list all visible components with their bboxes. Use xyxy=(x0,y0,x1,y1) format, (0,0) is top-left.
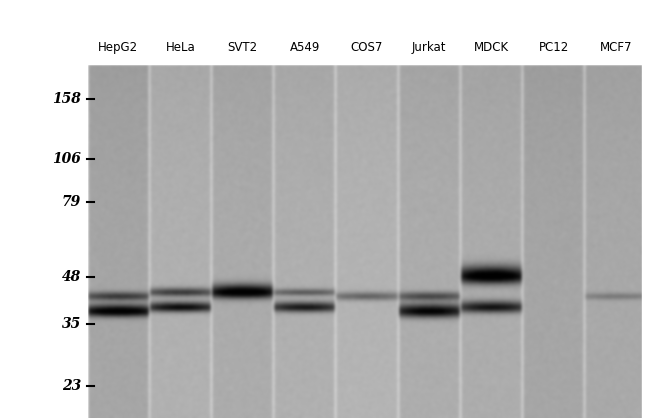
Text: HeLa: HeLa xyxy=(166,41,195,54)
Text: 106: 106 xyxy=(52,152,81,166)
Text: HepG2: HepG2 xyxy=(98,41,138,54)
Text: 158: 158 xyxy=(52,92,81,106)
Text: PC12: PC12 xyxy=(539,41,569,54)
Text: 79: 79 xyxy=(62,195,81,209)
Text: A549: A549 xyxy=(290,41,320,54)
Text: COS7: COS7 xyxy=(351,41,383,54)
Text: 23: 23 xyxy=(62,379,81,393)
Text: MDCK: MDCK xyxy=(474,41,509,54)
Text: 48: 48 xyxy=(62,270,81,283)
Text: SVT2: SVT2 xyxy=(227,41,257,54)
Text: 35: 35 xyxy=(62,317,81,331)
Text: Jurkat: Jurkat xyxy=(412,41,447,54)
Text: MCF7: MCF7 xyxy=(600,41,632,54)
